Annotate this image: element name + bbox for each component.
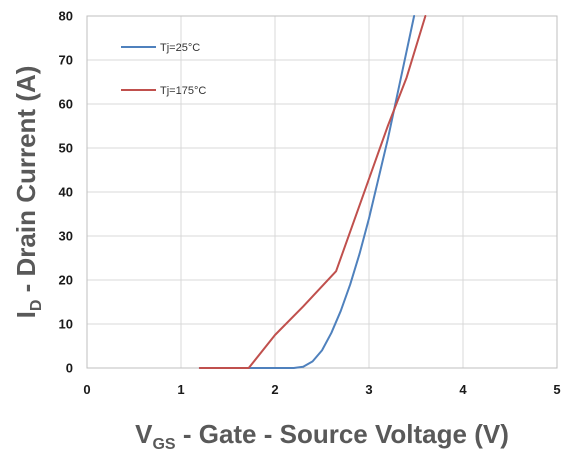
y-axis-label: ID - Drain Current (A) <box>11 66 45 319</box>
x-tick-label: 5 <box>553 382 560 397</box>
y-tick-label: 50 <box>59 141 73 156</box>
series-lines <box>198 15 427 369</box>
y-axis-label-subscript: D <box>28 300 45 312</box>
x-tick-label: 3 <box>365 382 372 397</box>
series-line-2 <box>198 15 427 369</box>
legend-label: Tj=175°C <box>160 85 206 97</box>
x-tick-label: 0 <box>83 382 90 397</box>
x-tick-label: 1 <box>177 382 184 397</box>
grid-lines <box>86 15 558 369</box>
x-axis-label: VGS - Gate - Source Voltage (V) <box>135 419 509 453</box>
x-tick-label: 2 <box>271 382 278 397</box>
x-axis-label-rest: - Gate - Source Voltage (V) <box>176 419 509 449</box>
x-tick-label: 4 <box>459 382 467 397</box>
legend-label: Tj=25°C <box>160 42 200 54</box>
y-tick-label: 20 <box>59 273 73 288</box>
y-tick-label: 10 <box>59 317 73 332</box>
y-tick-label: 30 <box>59 229 73 244</box>
y-axis-label-rest: - Drain Current (A) <box>11 66 41 300</box>
x-axis-label-main: V <box>135 419 153 449</box>
plot-border <box>86 15 558 369</box>
x-axis-label-subscript: GS <box>152 436 175 453</box>
legend: Tj=25°C Tj=175°C <box>121 42 206 97</box>
y-axis-label-main: I <box>11 311 41 318</box>
y-tick-label: 40 <box>59 185 73 200</box>
y-tick-label: 60 <box>59 97 73 112</box>
y-tick-label: 70 <box>59 53 73 68</box>
y-tick-label: 80 <box>59 9 73 24</box>
y-tick-label: 0 <box>66 361 73 376</box>
